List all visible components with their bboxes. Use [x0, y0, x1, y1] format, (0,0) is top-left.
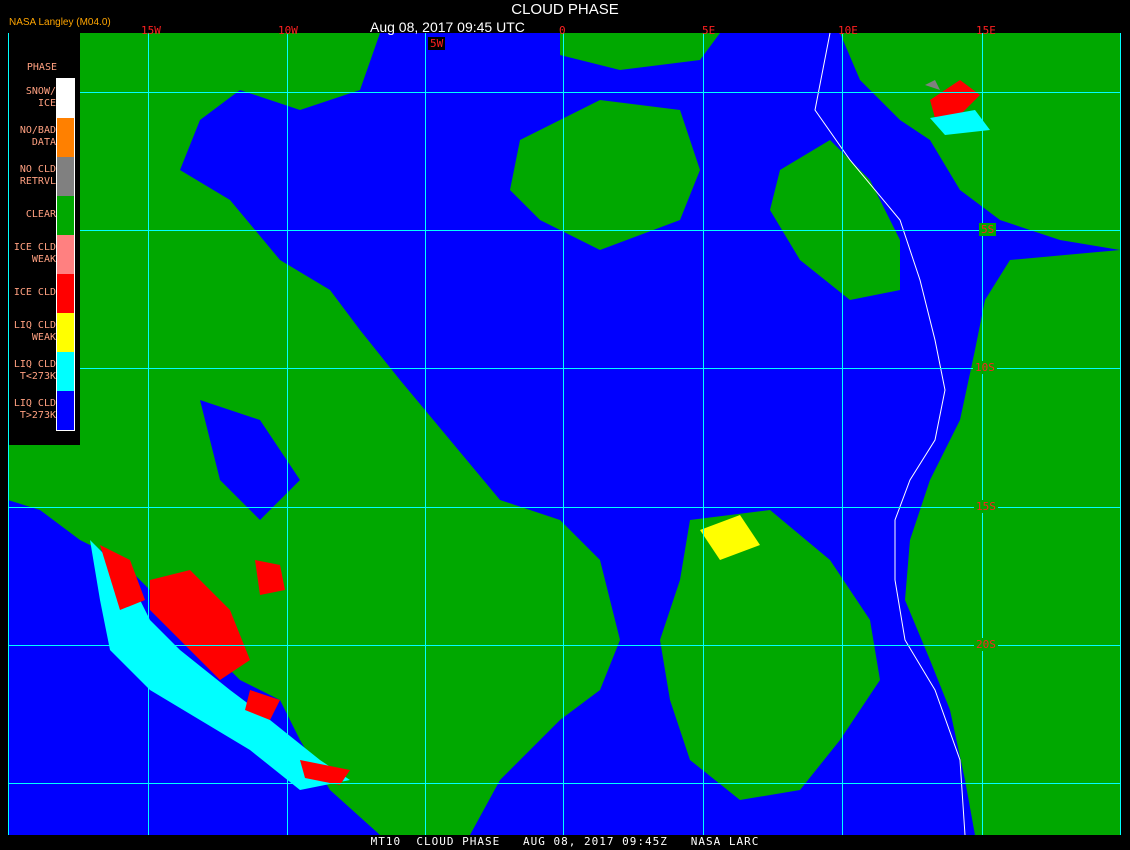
- lon-label: 0: [559, 24, 566, 37]
- lon-label: 10E: [838, 24, 858, 37]
- map-title: CLOUD PHASE: [511, 1, 619, 18]
- map-timestamp: Aug 08, 2017 09:45 UTC: [370, 19, 525, 35]
- lon-label: 15W: [141, 24, 161, 37]
- lon-label: 10W: [278, 24, 298, 37]
- legend-label: CLEAR: [25, 208, 56, 220]
- liquid-cold-cloud-patch: [930, 110, 990, 135]
- lon-label: 5W: [428, 37, 446, 50]
- brand-label: NASA Langley (M04.0): [9, 17, 111, 28]
- legend-swatch: [57, 352, 74, 391]
- legend-swatch: [57, 79, 74, 118]
- legend-swatch: [57, 157, 74, 196]
- legend-swatch: [57, 313, 74, 352]
- legend-color-bar: [56, 78, 75, 431]
- ice-cloud-patch: [245, 690, 280, 720]
- ice-cloud-patch: [255, 560, 285, 595]
- lat-label: 10S: [973, 361, 997, 374]
- lat-label: 5S: [979, 223, 997, 236]
- legend-label: ICE CLD: [13, 286, 56, 298]
- legend-label: LIQ CLD T<273K: [13, 358, 56, 382]
- ice-cloud-patch: [930, 80, 980, 118]
- legend-swatch: [57, 391, 74, 430]
- legend-swatch: [57, 235, 74, 274]
- lon-label: 15E: [976, 24, 996, 37]
- clear-region-gulf: [770, 140, 900, 300]
- legend-swatch: [57, 196, 74, 235]
- lat-label: 15S: [974, 500, 998, 513]
- land-north: [840, 33, 1120, 250]
- clear-region-top: [560, 33, 720, 70]
- legend-label: LIQ CLD WEAK: [13, 319, 56, 343]
- phase-legend: PHASE SNOW/ ICE NO/BAD DATA NO CLD RETRVL C…: [9, 33, 80, 445]
- clear-region-west: [8, 33, 620, 835]
- legend-label: LIQ CLD T>273K: [13, 397, 56, 421]
- coastline: [814, 32, 966, 836]
- lat-label: 20S: [974, 638, 998, 651]
- legend-label: SNOW/ ICE: [25, 85, 56, 109]
- ice-cloud-patch: [150, 570, 250, 680]
- clear-region-south: [660, 510, 880, 800]
- legend-label: NO/BAD DATA: [19, 124, 56, 148]
- liquid-weak-patch: [700, 515, 760, 560]
- lon-label: 5E: [702, 24, 716, 37]
- africa-land: [905, 250, 1120, 835]
- footer-caption: MT10 CLOUD PHASE AUG 08, 2017 09:45Z NAS…: [370, 835, 760, 848]
- ice-cloud-patch: [100, 545, 145, 610]
- legend-title: PHASE: [26, 62, 57, 73]
- legend-swatch: [57, 274, 74, 313]
- legend-swatch: [57, 118, 74, 157]
- legend-label: NO CLD RETRVL: [19, 163, 56, 187]
- ice-cloud-patch: [300, 760, 350, 785]
- clear-region-north: [510, 100, 700, 250]
- no-retrieval-patch: [925, 80, 940, 90]
- legend-label: ICE CLD WEAK: [13, 241, 56, 265]
- liquid-cloud-patch: [200, 400, 300, 520]
- lat-lon-grid: [8, 33, 1121, 835]
